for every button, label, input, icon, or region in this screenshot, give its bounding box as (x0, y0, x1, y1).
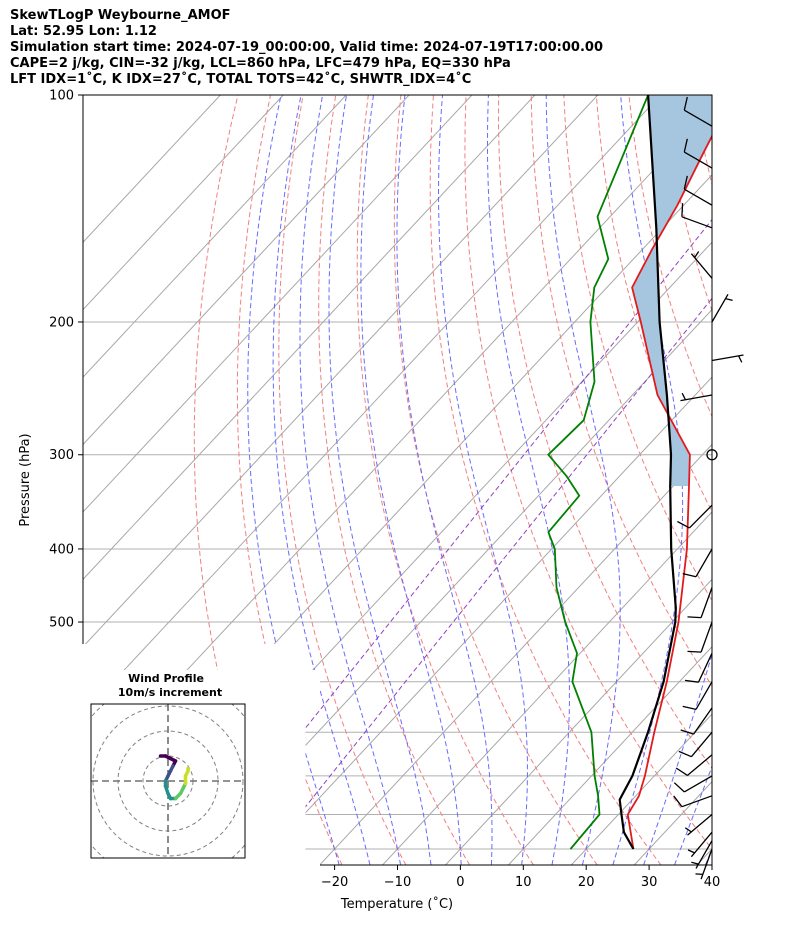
figure-header: SkewTLogP Weybourne_AMOF Lat: 52.95 Lon:… (10, 8, 603, 88)
isotherm (83, 95, 536, 581)
hodograph-title: Wind Profile (128, 672, 204, 685)
wind-barb (683, 96, 713, 127)
moist-adiabat (272, 95, 371, 865)
temperature-line (626, 134, 712, 850)
moist-adiabat (612, 95, 684, 865)
wind-barb (684, 814, 713, 836)
isotherm (83, 95, 284, 311)
wind-barb (684, 652, 713, 683)
x-tick-label: −20 (321, 875, 348, 890)
dry-adiabat (530, 95, 712, 687)
wind-barbs (673, 96, 744, 880)
isotherm (83, 95, 599, 648)
wind-barb (677, 504, 713, 529)
time-line: Simulation start time: 2024-07-19_00:00:… (10, 40, 603, 55)
isotherm (256, 376, 712, 865)
dry-adiabat (464, 95, 712, 850)
wind-barb (687, 587, 713, 619)
x-axis-label: Temperature (˚C) (340, 896, 453, 912)
calm-wind-circle (706, 449, 718, 461)
dry-adiabat (497, 95, 712, 770)
cape-fill (632, 95, 712, 486)
dry-adiabat (278, 95, 407, 865)
indices-line-2: LFT IDX=1˚C, K IDX=27˚C, TOTAL TOTS=42˚C… (10, 72, 472, 87)
moist-adiabat (299, 95, 402, 865)
dry-adiabat (318, 95, 471, 865)
y-tick-label: 100 (49, 89, 74, 104)
x-tick-label: 40 (704, 875, 721, 890)
y-tick-label: 200 (49, 315, 74, 330)
x-tick-label: 10 (515, 875, 532, 890)
wind-barb (695, 848, 713, 880)
moist-adiabat (360, 95, 462, 865)
cape-area (632, 95, 712, 486)
moist-adiabat (328, 95, 432, 865)
wind-barb (673, 795, 713, 808)
dry-adiabat (429, 95, 662, 865)
isotherm (319, 443, 712, 865)
parcel-line (618, 95, 677, 850)
wind-barb (683, 175, 713, 206)
wind-barb (678, 731, 713, 758)
dry-adiabat (595, 95, 712, 513)
moist-adiabat (396, 95, 493, 865)
isotherm (445, 578, 712, 865)
hodograph-subtitle: 10m/s increment (118, 686, 222, 699)
moist-adiabat (674, 764, 712, 865)
wind-barb (687, 621, 713, 653)
profile-lines (547, 95, 712, 850)
wind-barb (680, 707, 713, 735)
dry-adiabat (693, 95, 712, 187)
y-axis-label: Pressure (hPa) (18, 433, 33, 526)
x-tick-label: 30 (641, 875, 658, 890)
dry-adiabat (628, 95, 712, 418)
isotherm (508, 646, 712, 865)
wind-barb (690, 251, 713, 279)
indices-line-1: CAPE=2 j/kg, CIN=-32 j/kg, LCL=860 hPa, … (10, 56, 511, 71)
y-tick-label: 500 (49, 616, 74, 631)
isotherm (83, 95, 410, 446)
isotherm (83, 95, 662, 715)
isotherm (83, 95, 473, 513)
wind-barb (682, 548, 713, 578)
figure-title: SkewTLogP Weybourne_AMOF (10, 8, 231, 23)
x-tick-label: −10 (384, 875, 411, 890)
wind-barb (681, 203, 713, 229)
wind-barb (711, 354, 744, 363)
y-tick-label: 300 (49, 448, 74, 463)
wind-barb (683, 138, 713, 169)
wind-barb (691, 840, 713, 869)
x-tick-label: 0 (456, 875, 464, 890)
wind-barb (680, 392, 713, 402)
mixing-ratio-line (258, 297, 712, 865)
moist-adiabat (545, 95, 621, 865)
isotherm (570, 713, 712, 865)
location-line: Lat: 52.95 Lon: 1.12 (10, 24, 157, 39)
wind-barb (711, 293, 733, 323)
hodograph-mask (40, 858, 320, 919)
wind-barb (673, 775, 713, 793)
hodograph-border (90, 703, 246, 859)
isotherm (83, 95, 221, 243)
dry-adiabat (759, 95, 794, 865)
hodograph-mask (40, 670, 320, 704)
moist-adiabat (487, 95, 570, 865)
dewpoint-line (547, 95, 649, 850)
wind-barb (687, 831, 713, 858)
dry-adiabat (356, 95, 534, 865)
moist-adiabat (705, 847, 712, 865)
wind-barb (682, 681, 713, 711)
y-tick-label: 400 (49, 542, 74, 557)
isotherm (382, 511, 712, 865)
x-tick-label: 20 (578, 875, 595, 890)
wind-barb (675, 754, 713, 776)
dry-adiabat (393, 95, 598, 865)
moist-adiabat (437, 95, 528, 865)
isotherm (83, 95, 347, 378)
dry-adiabat (727, 95, 794, 865)
isotherm (193, 308, 712, 865)
